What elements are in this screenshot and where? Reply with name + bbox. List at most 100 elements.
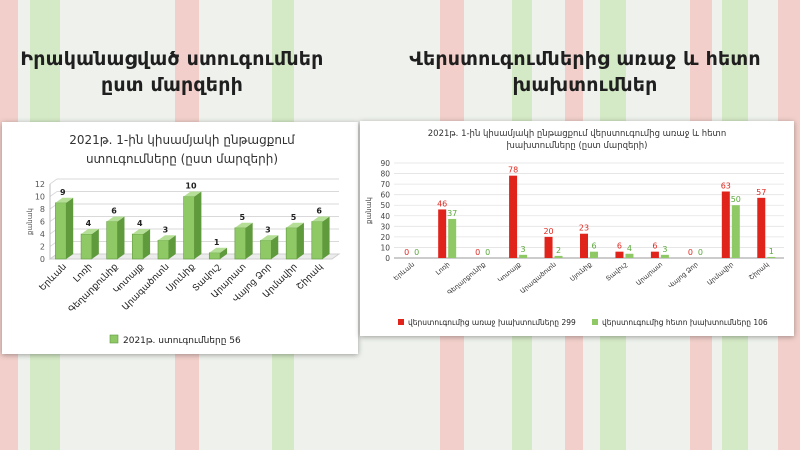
bar-value-label: 9 <box>60 188 66 197</box>
bar-before-Արարատ <box>650 251 659 258</box>
x-tick-label: Տավուշ <box>604 260 628 282</box>
bar-value-label: 23 <box>579 224 589 233</box>
y-tick-label: 2 <box>40 243 45 252</box>
legend-swatch-after <box>592 319 598 325</box>
left-heading: Իրականացված ստուգումներ ըստ մարզերի <box>20 48 324 96</box>
legend-swatch <box>109 334 119 344</box>
bar-value-label: 6 <box>316 207 322 216</box>
bar-value-label: 46 <box>437 199 447 208</box>
chart-title-line: ստուգումները (ըստ մարզերի) <box>86 152 278 166</box>
bar-front <box>311 221 323 260</box>
bar-value-label: 50 <box>731 195 741 204</box>
x-tick-label: Շիրակ <box>295 262 325 292</box>
x-tick-label: Գեղարքունիք <box>446 260 487 296</box>
bar-side <box>245 222 253 259</box>
bar-before-Տավուշ <box>615 251 624 258</box>
bar-front <box>208 252 221 260</box>
bar-after-Սյունիք <box>590 251 598 258</box>
bar-value-label: 6 <box>617 242 622 251</box>
bar-value-label: 3 <box>265 225 271 234</box>
right-heading: Վերստուգումներից առաջ և հետո խախտումներ <box>409 48 761 96</box>
gridline-side <box>49 191 58 197</box>
bar-after-Շիրակ <box>767 256 776 258</box>
bar-value-label: 3 <box>662 245 667 254</box>
chart-title-line: 2021թ. 1-ին կիսամյակի ընթացքում վերստուգ… <box>428 129 726 139</box>
bar-value-label: 20 <box>543 227 553 236</box>
chart-title-line: 2021թ. 1-ին կիսամյակի ընթացքում <box>69 133 295 147</box>
bar-Կոտայք <box>132 229 151 260</box>
y-tick-label: 40 <box>380 212 390 221</box>
bar-top <box>106 216 125 222</box>
bar-Արարատ <box>234 222 253 260</box>
bar-value-label: 4 <box>137 219 143 228</box>
y-tick-label: 12 <box>35 180 45 189</box>
bar-before-Արագածոտն <box>544 236 553 258</box>
bar-front <box>234 227 246 260</box>
bar-Լոռի <box>80 229 99 260</box>
bar-top <box>286 222 304 228</box>
bar-before-Կոտայք <box>509 175 518 258</box>
bar-value-label: 78 <box>508 166 518 175</box>
bar-front <box>106 221 118 260</box>
legend-label: 2021թ. ստուգումները 56 <box>123 336 241 346</box>
bar-value-label: 2 <box>556 246 561 255</box>
bar-side <box>296 222 304 259</box>
bar-after-Արագածոտն <box>554 255 563 258</box>
bar-value-label: 3 <box>521 245 526 254</box>
bar-Գեղարքունիք <box>106 216 125 260</box>
bar-Արագածոտն <box>157 235 176 260</box>
x-tick-label: Լոռի <box>72 262 95 285</box>
bar-value-label: 6 <box>652 242 657 251</box>
bar-value-label: 0 <box>414 248 419 257</box>
x-tick-label: Սյունիք <box>568 260 593 283</box>
bar-value-label: 1 <box>769 247 774 256</box>
bar-after-Արմավիր <box>731 205 740 258</box>
bar-value-label: 10 <box>185 182 197 191</box>
y-tick-label: 4 <box>40 230 45 239</box>
bar-top <box>234 222 253 228</box>
bar-side <box>117 216 125 259</box>
x-tick-label: Երևան <box>392 260 416 282</box>
violations-chart: 2021թ. 1-ին կիսամյակի ընթացքում վերստուգ… <box>365 129 784 327</box>
bar-side <box>91 229 99 259</box>
bar-Վայոց Ձոր <box>260 235 279 260</box>
bar-front <box>157 239 170 260</box>
x-tick-label: Կոտայք <box>496 260 522 284</box>
bar-Երևան <box>55 197 74 260</box>
violations-chart-panel: 2021թ. 1-ին կիսամյակի ընթացքում վերստուգ… <box>360 121 794 336</box>
bar-value-label: 3 <box>163 225 169 234</box>
legend-label-after: վերստուգումից հետո խախտումները 106 <box>602 318 768 327</box>
bar-before-Սյունիք <box>580 233 588 258</box>
bar-Սյունիք <box>183 191 202 260</box>
bar-top <box>55 197 74 203</box>
chart-title-line: խախտումները (ըստ մարզերի) <box>507 141 648 151</box>
legend-swatch-before <box>398 319 404 325</box>
bar-front <box>260 239 272 260</box>
y-axis-label: քանակ <box>365 197 373 224</box>
gridline-side <box>49 178 58 185</box>
x-tick-label: Երևան <box>38 262 69 293</box>
x-tick-label: Շիրակ <box>747 260 770 281</box>
y-tick-label: 30 <box>380 222 390 231</box>
y-tick-label: 8 <box>40 205 45 214</box>
bar-value-label: 6 <box>591 242 596 251</box>
inspections-chart: 2021թ. 1-ին կիսամյակի ընթացքում ստուգումն… <box>26 133 341 346</box>
x-tick-label: Արագածոտն <box>518 260 557 295</box>
bar-side <box>168 235 176 259</box>
bar-value-label: 63 <box>721 182 731 191</box>
y-tick-label: 80 <box>380 170 390 179</box>
bar-after-Կոտայք <box>519 254 528 258</box>
bar-before-Արմավիր <box>721 191 730 258</box>
bar-value-label: 57 <box>756 188 766 197</box>
bar-value-label: 0 <box>698 248 703 257</box>
bar-top <box>183 191 202 197</box>
bar-value-label: 37 <box>447 209 457 218</box>
bar-front <box>55 202 67 260</box>
y-tick-label: 50 <box>380 201 390 210</box>
bar-value-label: 0 <box>485 248 490 257</box>
x-tick-label: Լոռի <box>434 260 451 276</box>
legend-label-before: վերստուգումից առաջ խախտումները 299 <box>408 318 576 327</box>
y-tick-label: 10 <box>35 193 45 202</box>
bar-top <box>157 235 176 241</box>
y-tick-label: 0 <box>385 254 390 263</box>
